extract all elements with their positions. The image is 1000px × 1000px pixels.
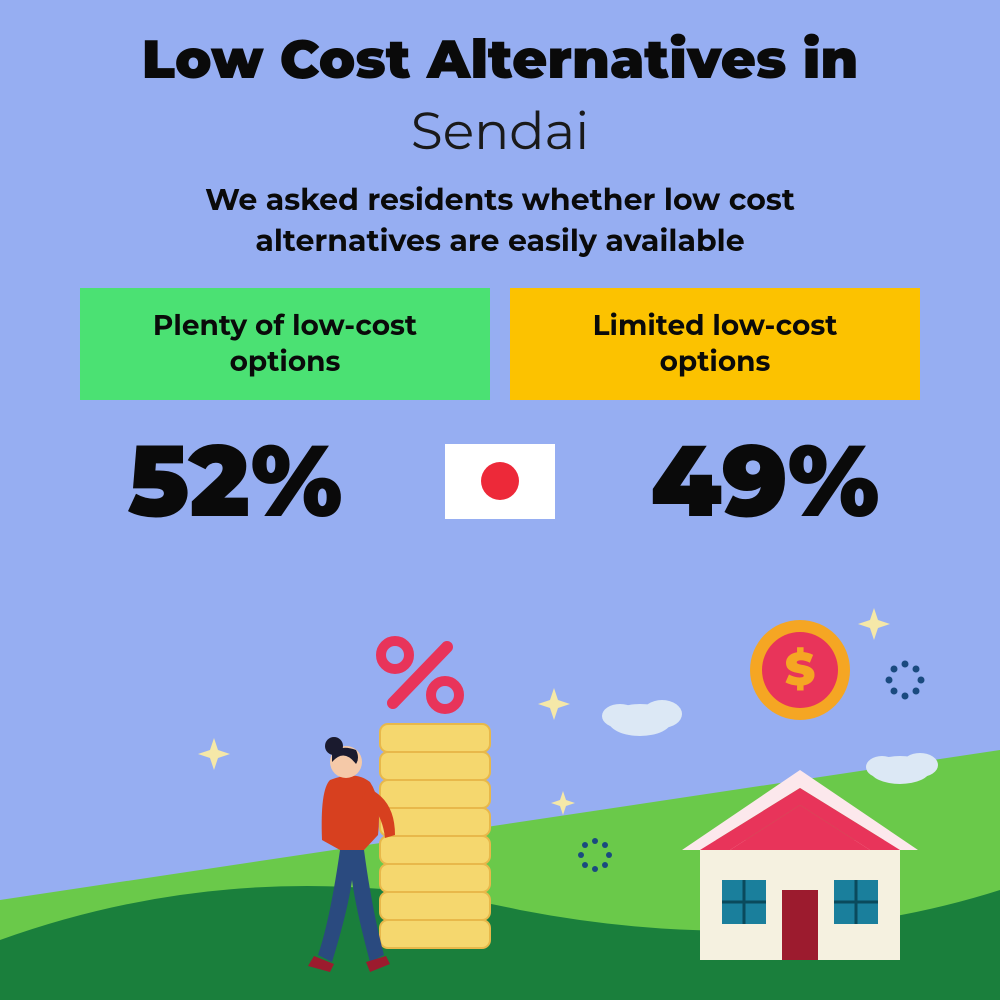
infographic-canvas: Low Cost Alternatives in Sendai We asked… xyxy=(0,0,1000,1000)
option-label: Plenty of low-cost options xyxy=(110,308,460,381)
coin-stack-icon xyxy=(380,724,490,948)
option-box-limited: Limited low-cost options xyxy=(510,288,920,400)
japan-flag-icon xyxy=(445,444,555,519)
flag-dot xyxy=(481,462,519,500)
stat-limited: 49% xyxy=(595,420,935,542)
percent-icon xyxy=(381,641,459,709)
svg-text:$: $ xyxy=(785,640,815,697)
location-subtitle: Sendai xyxy=(0,100,1000,163)
savings-illustration: $ xyxy=(0,600,1000,1000)
option-box-plenty: Plenty of low-cost options xyxy=(80,288,490,400)
option-label: Limited low-cost options xyxy=(540,308,890,381)
dotted-circle-icon xyxy=(886,661,925,700)
stat-plenty: 52% xyxy=(65,420,405,542)
main-title: Low Cost Alternatives in xyxy=(0,28,1000,90)
stats-row: 52% 49% xyxy=(0,420,1000,542)
option-boxes-row: Plenty of low-cost options Limited low-c… xyxy=(0,288,1000,400)
survey-description: We asked residents whether low cost alte… xyxy=(0,180,1000,261)
dollar-coin-icon: $ xyxy=(750,620,850,720)
cloud-icon xyxy=(602,700,682,736)
